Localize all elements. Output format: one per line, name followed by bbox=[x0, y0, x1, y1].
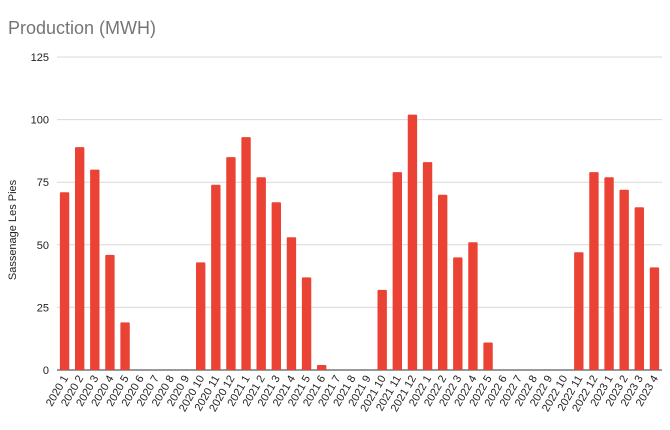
bar bbox=[453, 257, 463, 370]
bar bbox=[120, 322, 130, 370]
bar bbox=[589, 172, 599, 370]
bar bbox=[90, 169, 100, 370]
bar bbox=[195, 262, 206, 370]
bar bbox=[271, 202, 282, 370]
bars bbox=[59, 114, 660, 370]
bar bbox=[483, 342, 493, 370]
y-tick-labels: 0 25 50 75 100 125 bbox=[31, 52, 49, 377]
bar bbox=[241, 137, 251, 370]
y-tick-label: 100 bbox=[31, 115, 49, 127]
bar bbox=[619, 189, 629, 370]
bar bbox=[604, 177, 614, 370]
y-tick-label: 50 bbox=[37, 240, 49, 252]
bar bbox=[437, 194, 448, 370]
bar bbox=[59, 192, 70, 370]
gridlines bbox=[57, 56, 662, 371]
bar bbox=[422, 162, 433, 370]
bar bbox=[377, 289, 387, 370]
y-tick-label: 25 bbox=[37, 302, 49, 314]
bar bbox=[468, 242, 478, 370]
y-tick-label: 0 bbox=[43, 365, 49, 377]
y-tick-label: 125 bbox=[31, 52, 49, 64]
y-tick-label: 75 bbox=[37, 177, 49, 189]
bar bbox=[574, 252, 584, 370]
bar bbox=[392, 172, 403, 370]
y-axis-label: Sassenage Les Pies bbox=[7, 179, 19, 280]
bar bbox=[316, 364, 327, 370]
bar bbox=[211, 184, 221, 370]
bar bbox=[226, 157, 236, 370]
bar bbox=[407, 114, 418, 370]
bar bbox=[301, 277, 312, 370]
bar bbox=[105, 254, 115, 370]
bar bbox=[634, 207, 645, 370]
bar bbox=[286, 237, 297, 370]
chart-title: Production (MWH) bbox=[8, 18, 157, 38]
bar bbox=[74, 147, 85, 370]
bar bbox=[256, 177, 266, 370]
bar bbox=[649, 267, 660, 370]
